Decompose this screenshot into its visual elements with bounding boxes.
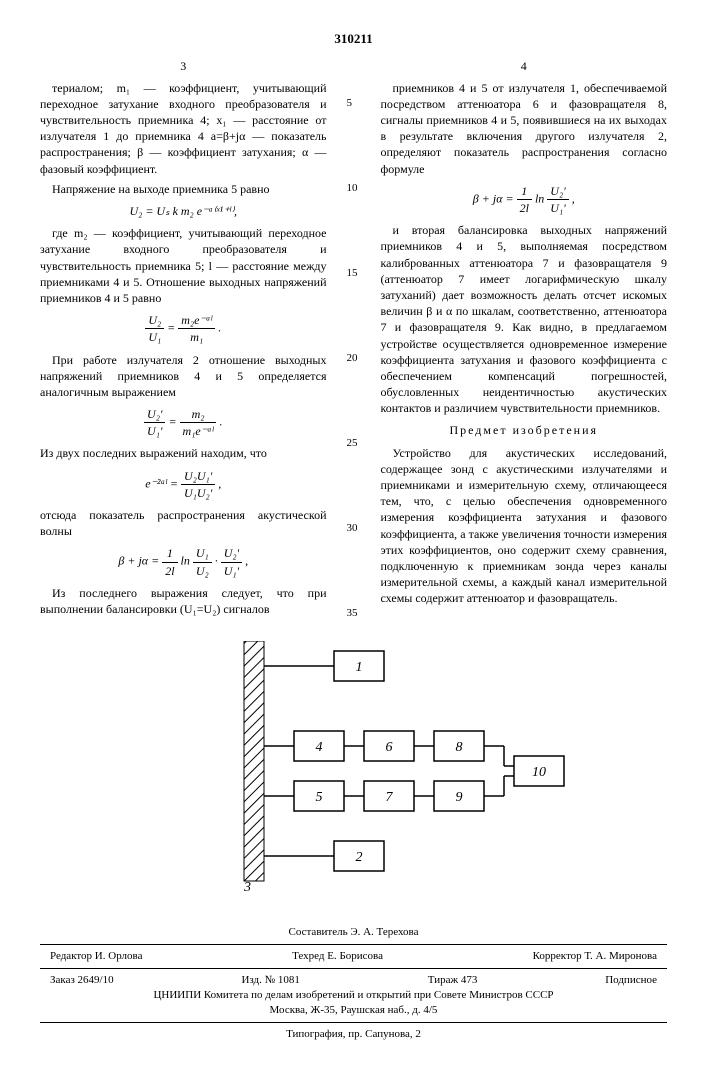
formula-1: U₂ = Uₛ k m₂ e⁻ᵃ⁽ˣ¹⁺ˡ⁾,: [40, 203, 327, 219]
formula-4: e⁻²ᵃˡ = U₂U₁'U₁U₂' ,: [40, 468, 327, 501]
formula-2: U₂U₁ = m₂e⁻ᵃˡm₁ .: [40, 312, 327, 345]
left-col-num: 3: [40, 58, 327, 74]
editor: Редактор И. Орлова: [50, 949, 142, 964]
svg-text:2: 2: [355, 850, 362, 865]
izd: Изд. № 1081: [241, 973, 299, 988]
line-number: 25: [347, 436, 361, 451]
right-p1: приемников 4 и 5 от излучателя 1, обеспе…: [381, 80, 668, 177]
corrector: Корректор Т. А. Миронова: [533, 949, 657, 964]
diagram-svg: 1 4 6 8 5 7 9 10 2 3: [144, 641, 584, 901]
formula-5: β + jα = 12l ln U₁U₂ · U₂'U₁' ,: [40, 545, 327, 578]
line-number: 15: [347, 266, 361, 281]
svg-text:1: 1: [355, 660, 362, 675]
typo: Типография, пр. Сапунова, 2: [40, 1027, 667, 1042]
right-p3: Устройство для акустических исследований…: [381, 445, 668, 607]
claims-title: Предмет изобретения: [381, 422, 668, 438]
line-number: 30: [347, 521, 361, 536]
tirazh: Тираж 473: [428, 973, 478, 988]
line-number: 5: [347, 96, 361, 111]
line-numbers: 5 10 15 20 25 30 35: [347, 58, 361, 622]
right-p2: и вторая балансировка выходных напряжени…: [381, 222, 668, 416]
line-number: 10: [347, 181, 361, 196]
svg-text:9: 9: [455, 790, 462, 805]
left-p3: где m₂ — коэффициент, учитывающий перехо…: [40, 225, 327, 306]
svg-text:4: 4: [315, 740, 322, 755]
right-column: 4 приемников 4 и 5 от излучателя 1, обес…: [381, 58, 668, 622]
order: Заказ 2649/10: [50, 973, 114, 988]
doc-number: 310211: [40, 30, 667, 48]
line-number: 20: [347, 351, 361, 366]
formula-3: U₂'U₁' = m₂m₁e⁻ᵃˡ .: [40, 406, 327, 439]
svg-text:10: 10: [532, 765, 546, 780]
svg-text:5: 5: [315, 790, 322, 805]
left-p5: Из двух последних выражений находим, что: [40, 445, 327, 461]
left-p4: При работе излучателя 2 отношение выходн…: [40, 352, 327, 401]
left-p2: Напряжение на выходе приемника 5 равно: [40, 181, 327, 197]
left-p6: отсюда показатель распространения акусти…: [40, 507, 327, 539]
left-column: 3 териалом; m₁ — коэффициент, учитывающи…: [40, 58, 327, 622]
footer: Составитель Э. А. Терехова Редактор И. О…: [40, 925, 667, 1041]
formula-r1: β + jα = 12l ln U₂'U₁' ,: [381, 183, 668, 216]
org: ЦНИИПИ Комитета по делам изобретений и о…: [40, 988, 667, 1003]
right-col-num: 4: [381, 58, 668, 74]
columns: 3 териалом; m₁ — коэффициент, учитывающи…: [40, 58, 667, 622]
podpisnoe: Подписное: [605, 973, 657, 988]
left-p1: териалом; m₁ — коэффициент, учитывающий …: [40, 80, 327, 177]
svg-text:3: 3: [243, 880, 251, 895]
svg-text:8: 8: [455, 740, 462, 755]
svg-text:6: 6: [385, 740, 392, 755]
compiler: Составитель Э. А. Терехова: [40, 925, 667, 940]
svg-text:7: 7: [385, 790, 393, 805]
address: Москва, Ж-35, Раушская наб., д. 4/5: [40, 1003, 667, 1018]
left-p7: Из последнего выражения следует, что при…: [40, 585, 327, 617]
tech: Техред Е. Борисова: [292, 949, 383, 964]
line-number: 35: [347, 606, 361, 621]
block-diagram: 1 4 6 8 5 7 9 10 2 3: [144, 641, 564, 905]
